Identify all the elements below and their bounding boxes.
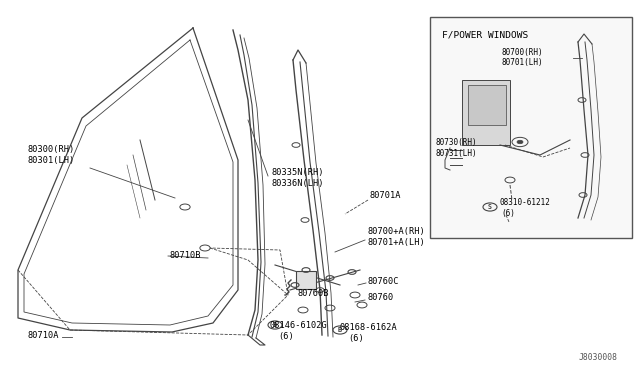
Text: 08146-6102G: 08146-6102G [270, 321, 328, 330]
Text: 80760: 80760 [368, 294, 394, 302]
Text: 08310-61212: 08310-61212 [500, 199, 551, 208]
Text: 80730(RH)
80731(LH): 80730(RH) 80731(LH) [436, 138, 477, 158]
Bar [462, 80, 510, 145]
Text: 80701A: 80701A [370, 192, 401, 201]
Text: 80710B: 80710B [170, 250, 202, 260]
Text: 80700(RH)
80701(LH): 80700(RH) 80701(LH) [502, 48, 543, 67]
Text: F/POWER WINDOWS: F/POWER WINDOWS [442, 30, 528, 39]
Text: 80335N(RH)
80336N(LH): 80335N(RH) 80336N(LH) [272, 168, 324, 188]
Text: B: B [273, 322, 277, 328]
Text: 80760B: 80760B [298, 289, 330, 298]
Circle shape [517, 140, 523, 144]
Text: 80300(RH)
80301(LH): 80300(RH) 80301(LH) [28, 145, 76, 165]
Text: 80700+A(RH)
80701+A(LH): 80700+A(RH) 80701+A(LH) [368, 227, 426, 247]
Bar [468, 85, 506, 125]
Text: 80760C: 80760C [368, 278, 399, 286]
Text: S: S [488, 204, 492, 210]
Text: 80710A: 80710A [28, 331, 60, 340]
Text: J8030008: J8030008 [579, 353, 618, 362]
Text: (6): (6) [501, 208, 515, 218]
Text: 08168-6162A: 08168-6162A [340, 324, 397, 333]
Text: B: B [338, 327, 342, 333]
Bar [430, 17, 632, 238]
Text: (6): (6) [278, 331, 294, 340]
FancyBboxPatch shape [296, 271, 316, 289]
Text: (6): (6) [348, 334, 364, 343]
